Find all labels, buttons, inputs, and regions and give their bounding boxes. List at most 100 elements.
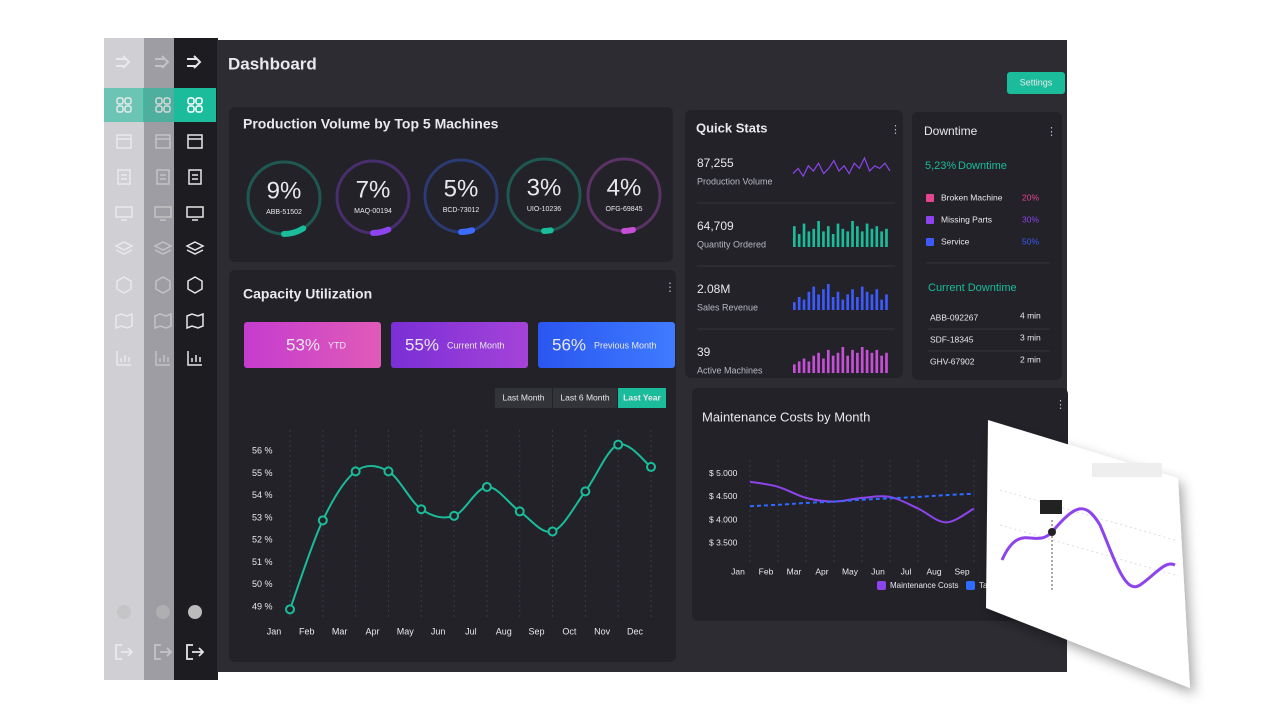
stat-value: 64,709 [697, 219, 734, 233]
legend-swatch [926, 194, 934, 202]
icon-grid[interactable] [116, 97, 124, 105]
spark-bar [880, 231, 883, 247]
range-label[interactable]: Last Year [623, 392, 661, 402]
menu-dots[interactable]: ⋮ [1046, 126, 1057, 138]
nav-icon[interactable] [187, 351, 202, 366]
icon-expand[interactable] [187, 55, 202, 69]
stat-label: Sales Revenue [697, 302, 758, 312]
nav-icon[interactable] [117, 169, 131, 185]
sidebar-icons [174, 55, 216, 660]
x-tick-label: Apr [365, 626, 379, 636]
gauge-value: 9% [267, 177, 302, 204]
x-tick-label: Jan [267, 626, 282, 636]
duration: 2 min [1020, 354, 1041, 364]
kpi-value: 56% [552, 335, 586, 354]
gauge-value: 4% [607, 174, 642, 201]
spark-bar [793, 302, 796, 310]
nav-icon[interactable] [156, 169, 170, 185]
gauge-arc [541, 227, 554, 234]
icon-grid[interactable] [124, 105, 132, 113]
nav-icon[interactable] [116, 351, 131, 366]
spark-bar [880, 355, 883, 373]
x-tick-label: Jul [465, 626, 477, 636]
icon-grid[interactable] [163, 97, 171, 105]
spark-bar [856, 352, 859, 373]
nav-icon[interactable] [154, 206, 172, 221]
icon-logout[interactable] [115, 644, 134, 660]
menu-dots[interactable]: ⋮ [664, 280, 676, 294]
icon-grid[interactable] [195, 97, 203, 105]
reason-name: Missing Parts [941, 214, 992, 224]
avatar[interactable] [117, 605, 131, 619]
nav-icon[interactable] [185, 241, 205, 255]
nav-icon[interactable] [116, 276, 132, 294]
icon-expand[interactable] [155, 55, 170, 69]
spark-bar [885, 294, 888, 310]
avatar[interactable] [156, 605, 170, 619]
nav-icon[interactable] [153, 241, 173, 255]
y-tick-label: 56 % [252, 446, 273, 456]
menu-dots[interactable]: ⋮ [890, 124, 901, 136]
settings-label[interactable]: Settings [1020, 77, 1053, 87]
sparkline [792, 156, 891, 178]
nav-icon[interactable] [187, 134, 203, 149]
spark-bar [802, 358, 806, 373]
range-button[interactable] [618, 388, 666, 408]
x-tick-label: Feb [759, 566, 774, 576]
spark-bar [851, 289, 854, 310]
menu-dots[interactable]: ⋮ [1055, 399, 1066, 411]
icon-grid[interactable] [163, 105, 171, 113]
gauge-machine: BCD-73012 [443, 207, 480, 214]
nav-icon[interactable] [155, 351, 170, 366]
card [912, 112, 1062, 380]
point [514, 506, 525, 517]
icon-grid[interactable] [155, 105, 163, 113]
kpi-value: 55% [405, 335, 439, 354]
spark-bar [826, 349, 830, 373]
gauge-arc [281, 225, 307, 237]
range-label[interactable]: Last 6 Month [560, 392, 609, 402]
x-tick-label: Oct [562, 626, 577, 636]
section-title: Current Downtime [928, 282, 1017, 294]
y-tick-label: 55 % [252, 468, 273, 478]
nav-icon[interactable] [115, 206, 133, 221]
icon-grid[interactable] [116, 105, 124, 113]
icon-logout[interactable] [186, 644, 205, 660]
spark-bar [812, 355, 816, 373]
range-label[interactable]: Last Month [502, 392, 544, 402]
spark-bar [875, 289, 879, 310]
avatar[interactable] [188, 605, 202, 619]
nav-icon[interactable] [188, 169, 202, 185]
icon-grid[interactable] [124, 97, 132, 105]
nav-icon[interactable] [187, 276, 203, 294]
range-button[interactable] [553, 388, 617, 408]
nav-icon[interactable] [186, 206, 204, 221]
nav-icon[interactable] [114, 241, 134, 255]
settings-button[interactable] [1007, 72, 1065, 94]
spark-bar [812, 286, 816, 310]
nav-icon[interactable] [115, 312, 133, 330]
point [285, 604, 295, 615]
y-tick-label: $ 5.000 [709, 468, 738, 478]
spark-bar [885, 352, 888, 373]
spark-bar [793, 226, 796, 247]
range-button[interactable] [495, 388, 552, 408]
nav-icon[interactable] [155, 276, 171, 294]
icon-grid[interactable] [195, 105, 203, 113]
icon-logout[interactable] [154, 644, 173, 660]
x-tick-label: Nov [594, 626, 611, 636]
x-tick-label: Mar [332, 626, 348, 636]
icon-grid[interactable] [187, 97, 195, 105]
spark-bar [793, 364, 796, 373]
icon-expand[interactable] [116, 55, 131, 69]
icon-grid[interactable] [187, 105, 195, 113]
icon-grid[interactable] [155, 97, 163, 105]
nav-icon[interactable] [155, 134, 171, 149]
stat-value: 2.08M [697, 282, 730, 296]
nav-icon[interactable] [186, 312, 204, 330]
card-title: Quick Stats [696, 120, 768, 135]
nav-icon[interactable] [154, 312, 172, 330]
spark-bar [865, 349, 869, 373]
spark-bar [880, 299, 883, 310]
nav-icon[interactable] [116, 134, 132, 149]
